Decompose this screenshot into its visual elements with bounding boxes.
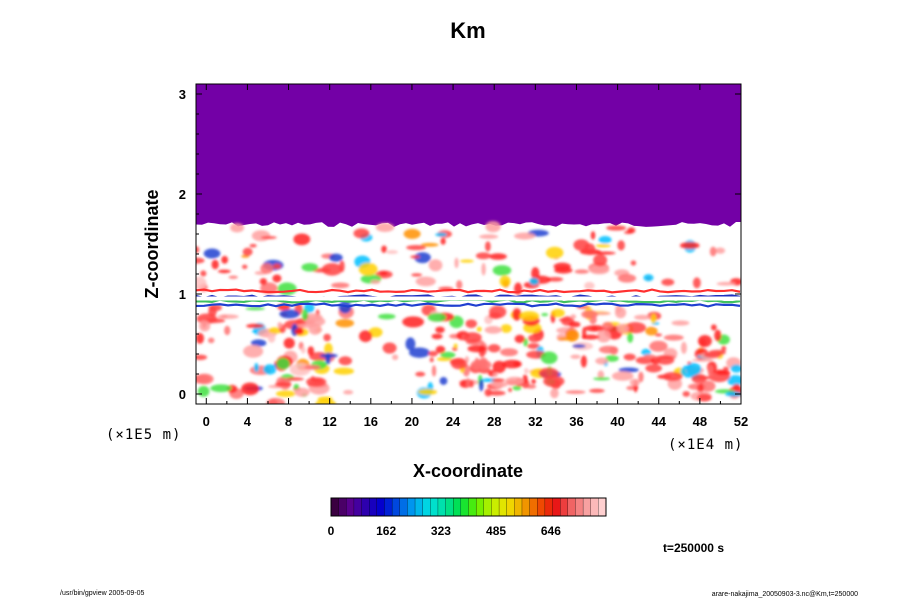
colorbar-cell [422, 497, 431, 517]
colorbar-cell [475, 497, 485, 517]
colorbar-cell [552, 497, 561, 517]
colorbar-ticks: 0 162 323 485 646 [328, 524, 562, 538]
colorbar-cell [338, 497, 347, 517]
colorbar-cell [590, 497, 599, 517]
km-upper-region [196, 84, 741, 222]
x-tick-label-8: 32 [528, 414, 542, 429]
colorbar-tick-label-3: 485 [486, 524, 506, 538]
colorbar-cell [460, 497, 469, 517]
x-tick-label-10: 40 [610, 414, 624, 429]
x-tick-label-0: 0 [203, 414, 210, 429]
colorbar-cell [330, 497, 340, 517]
colorbar-cell [529, 497, 538, 517]
x-tick-label-12: 48 [693, 414, 707, 429]
colorbar-cell [414, 497, 424, 517]
colorbar-cell [353, 497, 363, 517]
colorbar-tick-label-2: 323 [431, 524, 451, 538]
colorbar: 0 162 323 485 646 [328, 497, 607, 538]
y-axis-label: Z-coordinate [142, 189, 162, 298]
field-layer [196, 84, 741, 404]
x-ticks: 0 4 8 12 16 20 24 28 32 36 40 44 48 52 [203, 84, 748, 429]
colorbar-cell [346, 497, 355, 517]
time-annotation: t=250000 s [663, 541, 724, 555]
colorbar-cell [598, 497, 607, 517]
y-tick-label-0: 0 [179, 387, 186, 402]
colorbar-cell [407, 497, 416, 517]
colorbar-cell [575, 497, 584, 517]
colorbar-cell [445, 497, 454, 517]
colorbar-cell [376, 497, 385, 517]
colorbar-cell [437, 497, 447, 517]
colorbar-cell [491, 497, 500, 517]
colorbar-tick-label-1: 162 [376, 524, 396, 538]
x-tick-label-7: 28 [487, 414, 501, 429]
colorbar-tick-label-4: 646 [541, 524, 561, 538]
x-tick-label-6: 24 [446, 414, 461, 429]
footer-left: /usr/bin/gpview 2005-09-05 [60, 590, 145, 597]
colorbar-cell [430, 497, 439, 517]
x-axis-label: X-coordinate [413, 461, 523, 481]
colorbar-cell [391, 497, 401, 517]
colorbar-cell [514, 497, 523, 517]
colorbar-cell [399, 497, 408, 517]
colorbar-cell [468, 497, 477, 517]
x-tick-label-4: 16 [364, 414, 378, 429]
x-tick-label-2: 8 [285, 414, 292, 429]
x-tick-label-11: 44 [652, 414, 667, 429]
colorbar-cell [369, 497, 378, 517]
y-ticks: 0 1 2 3 [179, 87, 741, 402]
x-tick-label-1: 4 [244, 414, 252, 429]
x-tick-label-13: 52 [734, 414, 748, 429]
km-boundary [196, 220, 741, 227]
x-tick-label-3: 12 [322, 414, 336, 429]
shear-layer-3 [196, 288, 741, 294]
colorbar-cell [384, 497, 393, 517]
colorbar-tick-label-0: 0 [328, 524, 335, 538]
colorbar-cell [521, 497, 531, 517]
colorbar-cells [330, 497, 607, 517]
x-tick-label-5: 20 [405, 414, 419, 429]
colorbar-cell [537, 497, 546, 517]
shear-gap [196, 296, 741, 301]
colorbar-cell [544, 497, 553, 517]
y-tick-label-1: 1 [179, 287, 186, 302]
colorbar-cell [582, 497, 592, 517]
colorbar-cell [498, 497, 508, 517]
turbulence-blobs [196, 220, 741, 404]
y-unit-label: (×1E5 m) [106, 427, 181, 443]
colorbar-frame [330, 497, 607, 517]
y-tick-label-3: 3 [179, 87, 186, 102]
colorbar-cell [453, 497, 462, 517]
chart-title: Km [450, 18, 485, 43]
colorbar-cell [567, 497, 576, 517]
plot-frame [195, 83, 742, 405]
colorbar-cell [506, 497, 515, 517]
y-tick-label-2: 2 [179, 187, 186, 202]
shear-layer-2 [196, 302, 741, 308]
x-tick-label-9: 36 [569, 414, 583, 429]
footer-right: arare-nakajima_20050903-3.nc@Km,t=250000 [712, 591, 858, 598]
colorbar-cell [361, 497, 370, 517]
colorbar-cell [560, 497, 569, 517]
colorbar-cell [483, 497, 492, 517]
x-unit-label: (×1E4 m) [668, 437, 743, 453]
